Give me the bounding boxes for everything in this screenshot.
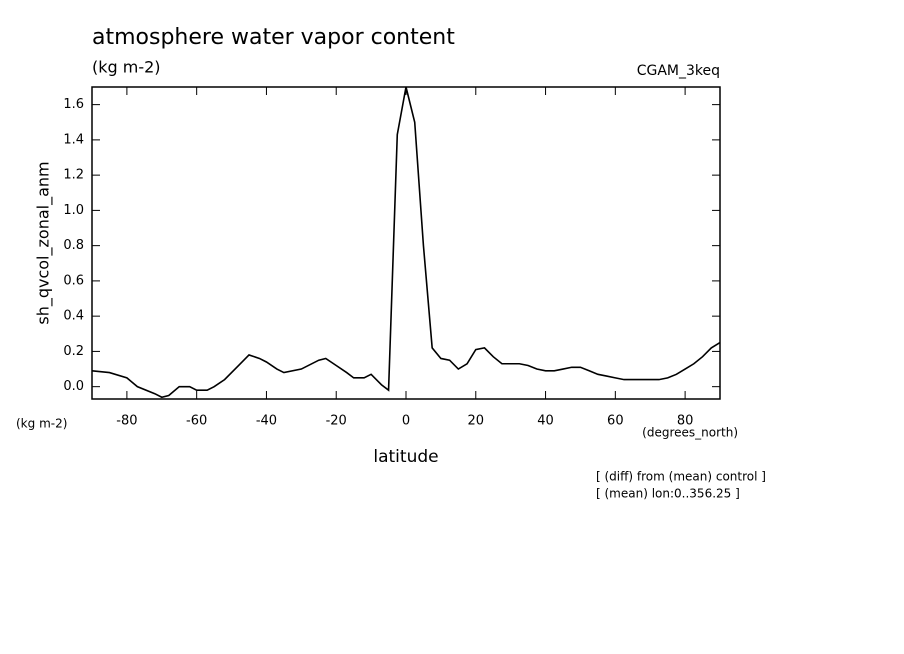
subtitle: (kg m-2) — [92, 58, 161, 77]
chart-title: atmosphere water vapor content — [92, 25, 455, 50]
y-tick-label: 0.6 — [63, 273, 84, 288]
x-tick-label: 80 — [677, 414, 694, 429]
plot-frame — [91, 86, 721, 400]
x-tick-label: -80 — [116, 414, 137, 429]
x-tick-label: 40 — [537, 414, 554, 429]
y-tick-label: 1.0 — [63, 203, 84, 218]
y-tick-label: 1.2 — [63, 168, 84, 183]
y-tick-label: 0.4 — [63, 309, 84, 324]
run-label: CGAM_3keq — [637, 63, 720, 79]
x-tick-label: -40 — [256, 414, 277, 429]
y-tick-label: 0.8 — [63, 238, 84, 253]
x-tick-label: 20 — [468, 414, 485, 429]
y-axis-label: sh_qvcol_zonal_anm — [34, 161, 54, 324]
y-tick-label: 1.6 — [63, 97, 84, 112]
x-tick-label: 0 — [402, 414, 410, 429]
y-units: (kg m-2) — [16, 417, 67, 431]
y-tick-label: 0.2 — [63, 344, 84, 359]
x-axis-label: latitude — [373, 447, 438, 467]
x-tick-label: -20 — [326, 414, 347, 429]
x-tick-label: 60 — [607, 414, 624, 429]
y-tick-label: 1.4 — [63, 132, 84, 147]
x-units: (degrees_north) — [642, 426, 738, 440]
x-tick-label: -60 — [186, 414, 207, 429]
note: [ (mean) lon:0..356.25 ] — [596, 487, 740, 501]
y-tick-label: 0.0 — [63, 379, 84, 394]
data-line — [91, 86, 721, 399]
note: [ (diff) from (mean) control ] — [596, 470, 766, 484]
